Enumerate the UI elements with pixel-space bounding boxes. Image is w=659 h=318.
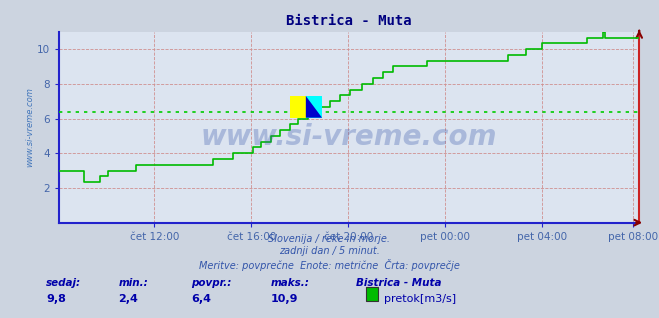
- Text: 9,8: 9,8: [46, 294, 66, 304]
- Text: sedaj:: sedaj:: [46, 278, 81, 288]
- Text: www.si-vreme.com: www.si-vreme.com: [201, 123, 498, 151]
- Text: 2,4: 2,4: [119, 294, 138, 304]
- Text: min.:: min.:: [119, 278, 148, 288]
- Polygon shape: [306, 96, 322, 118]
- Text: 10,9: 10,9: [270, 294, 298, 304]
- Text: povpr.:: povpr.:: [191, 278, 231, 288]
- Text: pretok[m3/s]: pretok[m3/s]: [384, 294, 456, 304]
- Bar: [290, 96, 306, 118]
- Text: 6,4: 6,4: [191, 294, 211, 304]
- Text: zadnji dan / 5 minut.: zadnji dan / 5 minut.: [279, 246, 380, 256]
- Text: Bistrica - Muta: Bistrica - Muta: [356, 278, 442, 288]
- Text: maks.:: maks.:: [270, 278, 309, 288]
- Bar: [306, 96, 322, 118]
- Title: Bistrica - Muta: Bistrica - Muta: [287, 14, 412, 28]
- Text: Slovenija / reke in morje.: Slovenija / reke in morje.: [268, 234, 391, 244]
- Text: Meritve: povprečne  Enote: metrične  Črta: povprečje: Meritve: povprečne Enote: metrične Črta:…: [199, 259, 460, 271]
- Y-axis label: www.si-vreme.com: www.si-vreme.com: [26, 87, 34, 167]
